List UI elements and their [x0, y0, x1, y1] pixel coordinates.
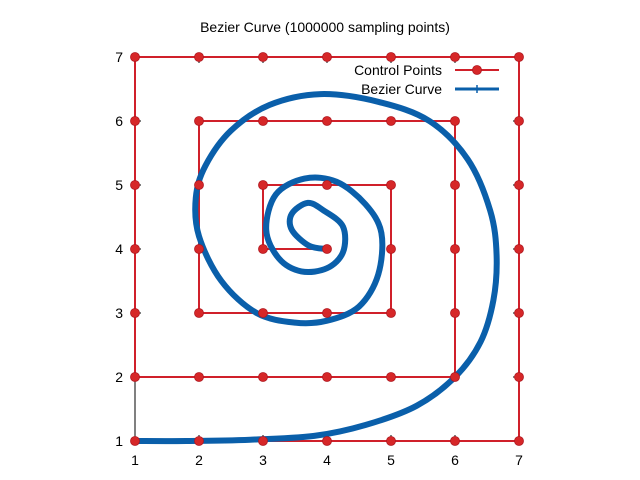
control-point-marker: [386, 436, 396, 446]
control-point-marker: [322, 436, 332, 446]
control-point-marker: [194, 372, 204, 382]
chart-title: Bezier Curve (1000000 sampling points): [200, 19, 450, 35]
control-point-marker: [194, 308, 204, 318]
control-point-marker: [322, 372, 332, 382]
x-tick-label: 6: [451, 452, 459, 468]
control-point-marker: [130, 52, 140, 62]
control-point-marker: [514, 244, 524, 254]
control-point-marker: [258, 244, 268, 254]
bezier-curve-line: [132, 91, 500, 445]
control-point-marker: [386, 308, 396, 318]
control-point-marker: [322, 180, 332, 190]
control-point-marker: [130, 116, 140, 126]
x-tick-label: 4: [323, 452, 331, 468]
legend: Control Points Bezier Curve: [354, 62, 499, 97]
control-point-marker: [386, 116, 396, 126]
control-point-marker: [514, 372, 524, 382]
control-point-marker: [450, 372, 460, 382]
control-point-marker: [450, 244, 460, 254]
control-point-marker: [386, 180, 396, 190]
control-point-marker: [130, 372, 140, 382]
control-point-marker: [130, 244, 140, 254]
y-tick-label: 2: [115, 369, 123, 385]
control-point-marker: [130, 180, 140, 190]
x-tick-label: 2: [195, 452, 203, 468]
axes: 1 2 3 4 5 6 7 1 2 3 4 5 6 7: [115, 49, 523, 468]
control-point-marker: [130, 436, 140, 446]
legend-label-control-points: Control Points: [354, 62, 442, 78]
y-tick-label: 4: [115, 241, 123, 257]
control-point-marker: [450, 436, 460, 446]
control-point-marker: [514, 436, 524, 446]
control-point-marker: [194, 244, 204, 254]
control-point-marker: [514, 116, 524, 126]
control-point-marker: [258, 372, 268, 382]
y-tick-label: 1: [115, 433, 123, 449]
y-tick-label: 3: [115, 305, 123, 321]
control-point-marker: [514, 52, 524, 62]
control-point-marker: [386, 372, 396, 382]
control-point-marker: [258, 436, 268, 446]
y-tick-label: 5: [115, 177, 123, 193]
x-tick-label: 1: [131, 452, 139, 468]
control-point-marker: [194, 436, 204, 446]
control-point-marker: [514, 180, 524, 190]
control-point-marker: [194, 180, 204, 190]
control-point-marker: [322, 116, 332, 126]
control-point-marker: [450, 308, 460, 318]
control-point-marker: [450, 52, 460, 62]
x-tick-label: 3: [259, 452, 267, 468]
control-point-marker: [322, 308, 332, 318]
x-tick-label: 5: [387, 452, 395, 468]
control-point-marker: [386, 52, 396, 62]
x-tick-label: 7: [515, 452, 523, 468]
control-point-marker: [322, 244, 332, 254]
plot-area: [130, 52, 524, 446]
control-point-marker: [450, 180, 460, 190]
control-point-marker: [194, 52, 204, 62]
control-point-marker: [514, 308, 524, 318]
control-point-marker: [194, 116, 204, 126]
legend-marker-control-points: [472, 65, 482, 75]
control-point-marker: [130, 308, 140, 318]
legend-label-bezier-curve: Bezier Curve: [361, 81, 442, 97]
y-tick-label: 7: [115, 49, 123, 65]
control-point-marker: [322, 52, 332, 62]
control-point-marker: [258, 180, 268, 190]
control-point-marker: [258, 116, 268, 126]
control-point-marker: [386, 244, 396, 254]
control-point-marker: [258, 308, 268, 318]
control-point-marker: [450, 116, 460, 126]
control-point-marker: [258, 52, 268, 62]
y-tick-label: 6: [115, 113, 123, 129]
